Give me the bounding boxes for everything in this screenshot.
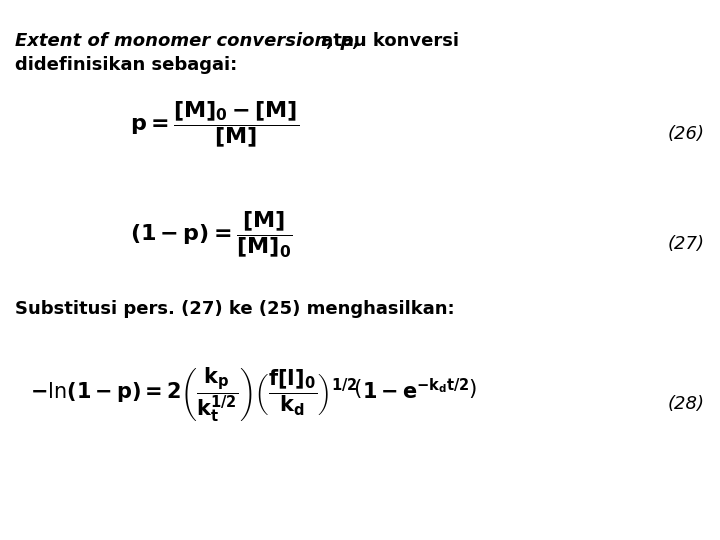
Text: (27): (27) <box>668 235 705 253</box>
Text: atau konversi: atau konversi <box>315 32 459 50</box>
Text: $\mathbf{p=\dfrac{[M]_0-[M]}{[M]}}$: $\mathbf{p=\dfrac{[M]_0-[M]}{[M]}}$ <box>130 100 299 150</box>
Text: didefinisikan sebagai:: didefinisikan sebagai: <box>15 56 238 74</box>
Text: $\mathbf{(1-p)=\dfrac{[M]}{[M]_0}}$: $\mathbf{(1-p)=\dfrac{[M]}{[M]_0}}$ <box>130 210 292 260</box>
Text: $\mathbf{-\ln(1-p)=2\left(\dfrac{k_p}{k_t^{1/2}}\right)\left(\dfrac{f[I]_0}{k_d}: $\mathbf{-\ln(1-p)=2\left(\dfrac{k_p}{k_… <box>30 365 477 423</box>
Text: (26): (26) <box>668 125 705 143</box>
Text: Substitusi pers. (27) ke (25) menghasilkan:: Substitusi pers. (27) ke (25) menghasilk… <box>15 300 454 318</box>
Text: (28): (28) <box>668 395 705 413</box>
Text: Extent of monomer conversion, p,: Extent of monomer conversion, p, <box>15 32 360 50</box>
